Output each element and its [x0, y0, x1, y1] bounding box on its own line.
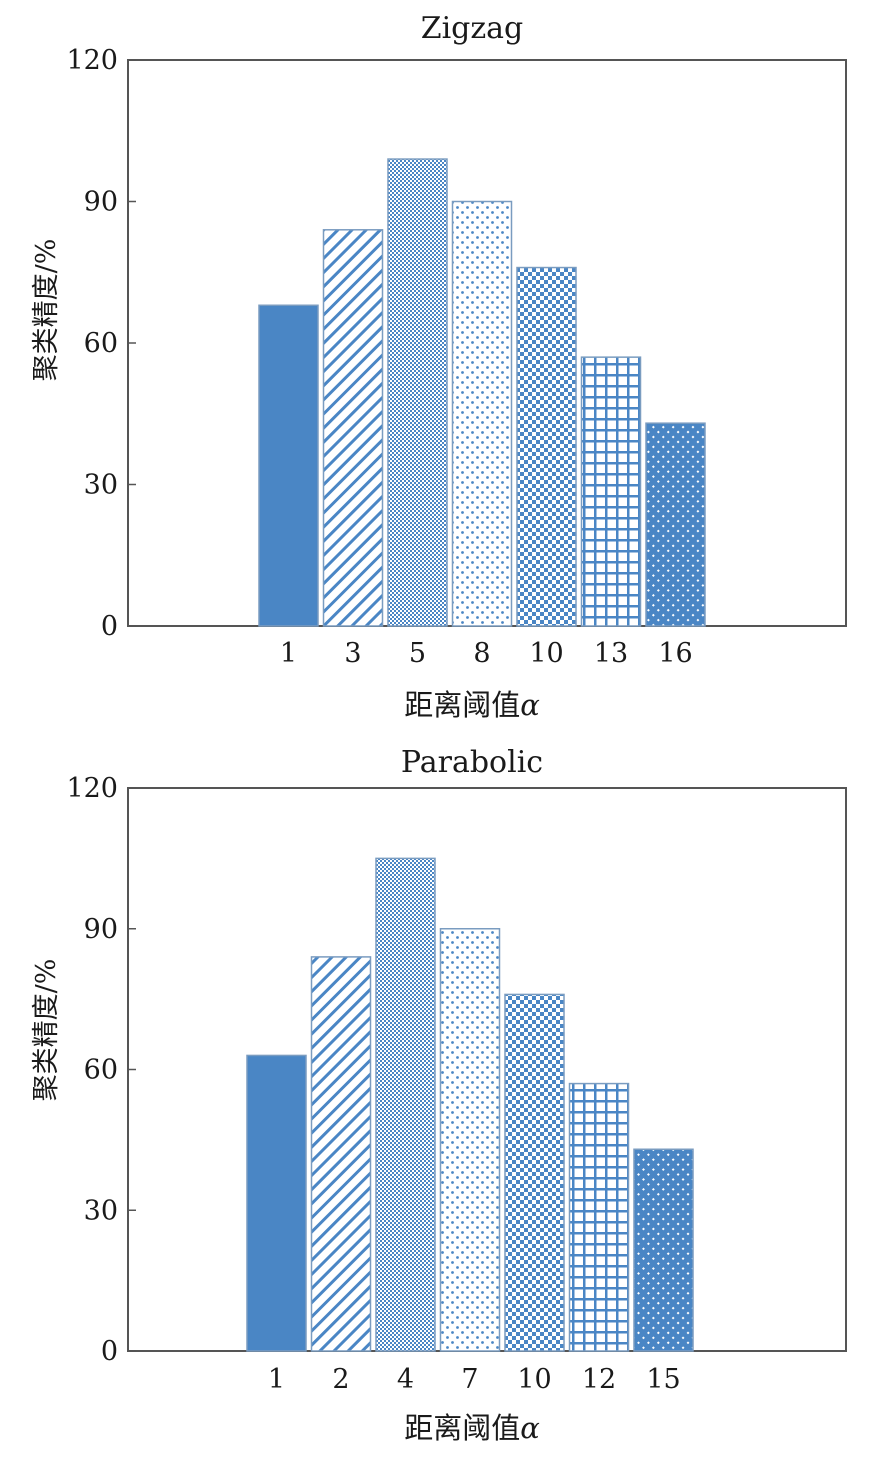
x-tick-labels: 1 2 4 7 10 12 15 [268, 1364, 681, 1395]
y-tick-label: 30 [84, 470, 118, 501]
y-tick-label: 90 [84, 187, 118, 218]
x-tick-label: 5 [409, 638, 426, 669]
chart-title: Parabolic [401, 745, 543, 780]
y-axis-label: 聚类精度/% [31, 239, 62, 382]
y-tick-label: 90 [84, 914, 118, 945]
x-tick-label: 12 [582, 1364, 616, 1395]
x-tick-label: 7 [461, 1364, 478, 1395]
bar-15 [633, 1148, 694, 1352]
bar-1 [258, 304, 319, 627]
bar-8 [451, 200, 513, 627]
bar-16 [645, 422, 706, 627]
bar-10 [516, 266, 577, 627]
bar-4 [375, 857, 436, 1352]
x-axis-label-symbol: α [520, 1411, 540, 1445]
x-tick-label: 10 [529, 638, 563, 669]
x-axis-label-symbol: α [520, 688, 540, 722]
x-axis-label-text: 距离阈值 [404, 1411, 520, 1445]
x-axis-label: 距离阈值α [404, 1411, 540, 1445]
y-ticks: 0 30 60 90 120 [66, 45, 136, 642]
x-tick-label: 2 [332, 1364, 349, 1395]
bar-5 [387, 158, 448, 627]
chart-title: Zigzag [421, 11, 524, 46]
y-tick-label: 30 [84, 1195, 118, 1226]
y-tick-label: 120 [66, 773, 118, 804]
bar-2 [310, 956, 372, 1352]
x-tick-label: 8 [473, 638, 490, 669]
bar-1 [246, 1054, 307, 1352]
bar-3 [322, 229, 384, 627]
x-tick-label: 4 [397, 1364, 414, 1395]
bars [258, 158, 706, 627]
x-tick-label: 1 [280, 638, 297, 669]
bars [246, 857, 694, 1352]
x-axis-label: 距离阈值α [404, 688, 540, 722]
y-tick-label: 60 [84, 328, 118, 359]
x-tick-label: 13 [594, 638, 628, 669]
bar-10 [504, 993, 565, 1352]
y-tick-label: 120 [66, 45, 118, 76]
bar-12 [568, 1082, 630, 1352]
x-tick-label: 3 [344, 638, 361, 669]
x-tick-label: 16 [658, 638, 692, 669]
y-tick-label: 0 [101, 611, 118, 642]
x-tick-label: 10 [517, 1364, 551, 1395]
bar-13 [580, 356, 642, 627]
y-tick-label: 0 [101, 1336, 118, 1367]
x-axis-label-text: 距离阈值 [404, 688, 520, 722]
x-tick-label: 1 [268, 1364, 285, 1395]
y-ticks: 0 30 60 90 120 [66, 773, 136, 1367]
bar-7 [439, 928, 501, 1352]
x-tick-label: 15 [646, 1364, 680, 1395]
y-axis-label: 聚类精度/% [31, 959, 62, 1102]
x-tick-labels: 1 3 5 8 10 13 16 [280, 638, 693, 669]
y-tick-label: 60 [84, 1055, 118, 1086]
